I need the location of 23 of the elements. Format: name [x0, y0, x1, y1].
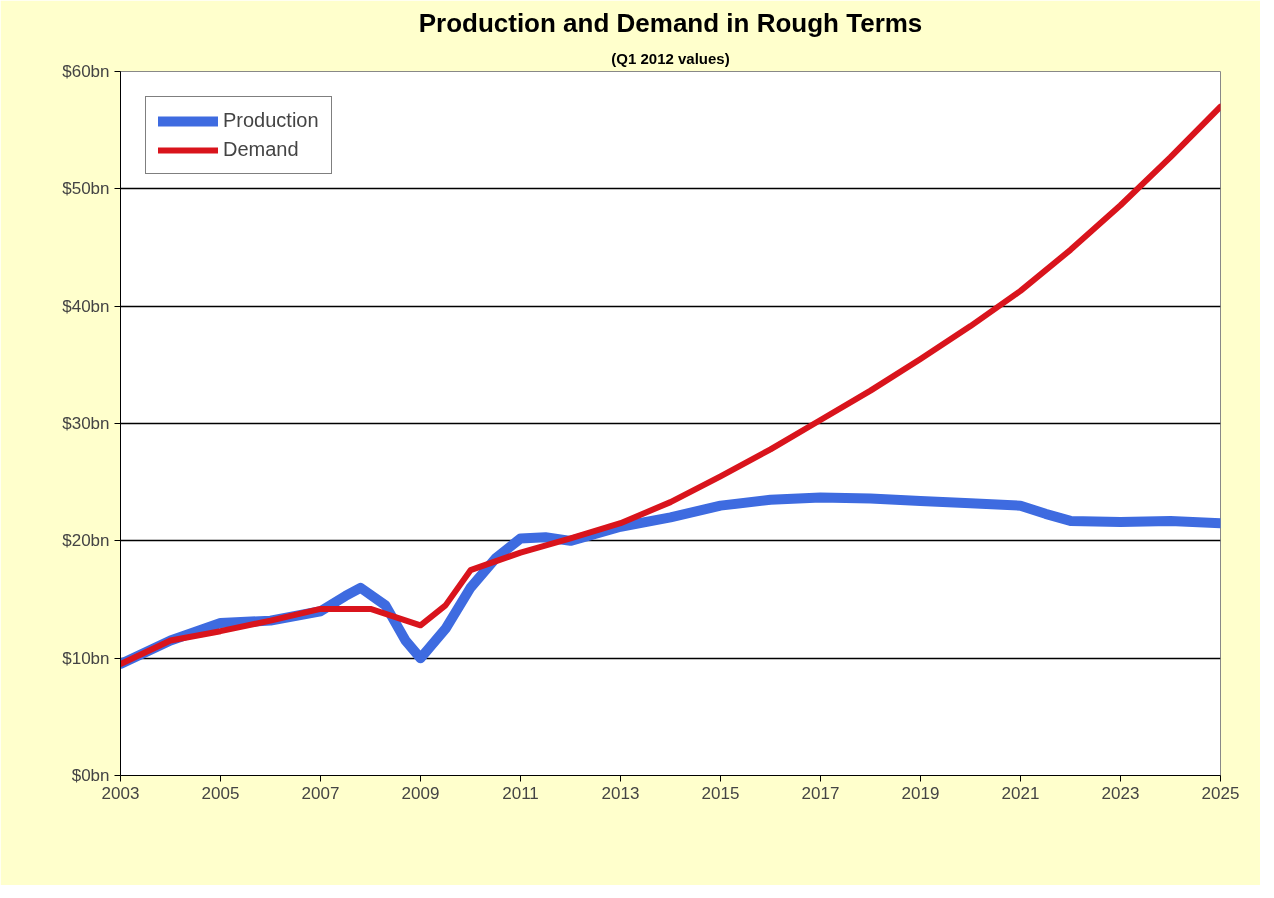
y-tick-label: $40bn — [62, 296, 110, 316]
x-tick-label: 2025 — [1201, 783, 1240, 803]
x-tick-label: 2003 — [101, 783, 140, 803]
y-tick-label: $0bn — [71, 766, 110, 785]
y-tick-label: $20bn — [62, 531, 110, 551]
x-tick-label: 2011 — [502, 783, 539, 803]
chart-title: Production and Demand in Rough Terms — [418, 7, 923, 38]
x-tick-label: 2009 — [401, 783, 440, 803]
chart-subtitle: (Q1 2012 values) — [611, 49, 730, 67]
y-tick-label: $50bn — [62, 179, 110, 199]
x-tick-label: 2017 — [801, 783, 840, 803]
y-tick-label: $60bn — [62, 62, 110, 81]
y-tick-label: $30bn — [62, 414, 110, 433]
legend-label: Demand — [223, 138, 299, 161]
legend-label: Production — [223, 109, 319, 132]
y-tick-label: $10bn — [62, 648, 110, 668]
x-tick-label: 2007 — [301, 783, 340, 803]
x-tick-label: 2013 — [601, 783, 640, 803]
x-tick-label: 2019 — [901, 783, 940, 803]
x-tick-label: 2023 — [1101, 783, 1140, 803]
x-tick-label: 2021 — [1001, 783, 1040, 803]
x-tick-label: 2005 — [201, 783, 240, 803]
x-tick-label: 2015 — [701, 783, 740, 803]
